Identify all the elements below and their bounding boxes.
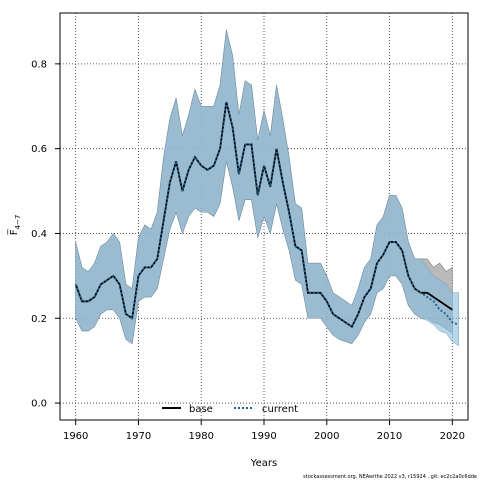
y-tick-label-0: 0.0 [31,399,47,410]
x-tick-label-2000: 2000 [314,431,339,442]
y-tick-label-2: 0.4 [31,229,47,240]
x-axis-label: Years [250,458,277,469]
y-axis-label-main: F̅ [7,229,20,236]
grid [60,13,468,420]
footer-note: stockassessment.org, NEAwithe 2022 v3, r… [303,474,477,480]
line-current [74,101,459,329]
legend-label-base: base [189,404,213,415]
y-axis-label: F̅4−7 [7,215,22,236]
svg-text:F̅4−7: F̅4−7 [7,215,22,236]
y-tick-label-1: 0.2 [31,314,47,325]
x-tick-label-1980: 1980 [189,431,214,442]
x-tick-label-1960: 1960 [63,431,88,442]
y-tick-label-3: 0.6 [31,144,47,155]
y-axis-label-sub: 4−7 [14,215,22,230]
band-current [75,29,459,347]
x-tick-label-1990: 1990 [251,431,276,442]
legend-label-current: current [262,404,298,415]
confidence-bands [75,29,459,347]
y-tick-label-4: 0.8 [31,59,47,70]
x-tick-label-2010: 2010 [377,431,402,442]
x-tick-label-1970: 1970 [126,431,151,442]
x-tick-label-2020: 2020 [440,431,465,442]
series-lines [74,101,459,329]
legend: base current [162,404,298,415]
axes: 1960 1970 1980 1990 2000 2010 2020 0.0 0.2 0.4 0.6… [31,59,465,442]
